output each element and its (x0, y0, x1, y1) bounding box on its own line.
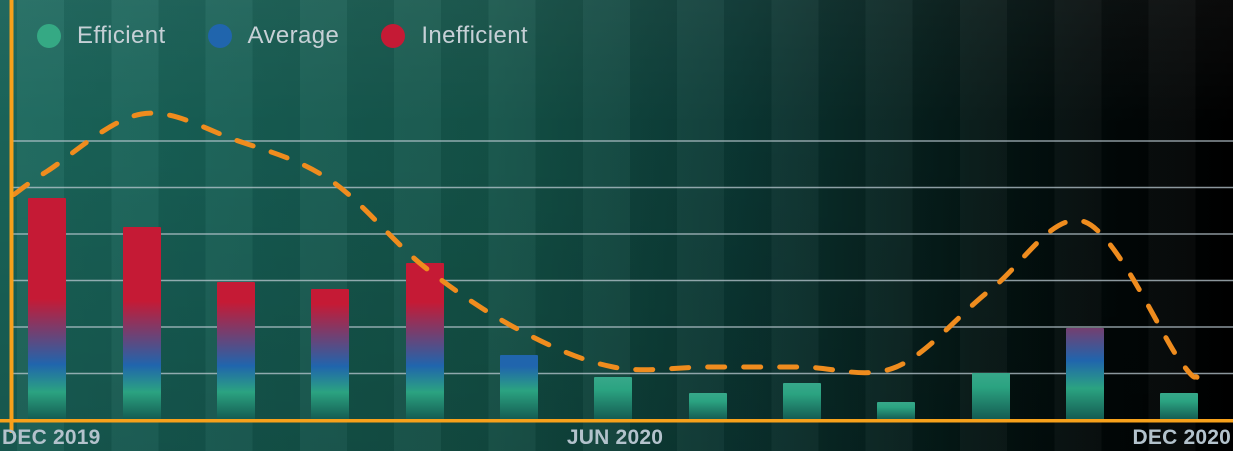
bar-oct-2020 (971, 373, 1010, 420)
legend: Efficient Average Inefficient (37, 24, 528, 48)
bar-dec-2020 (1160, 393, 1199, 420)
bar-jan-2020 (122, 227, 161, 420)
bar-sep-2020 (877, 401, 916, 420)
x-tick-jun-2020: JUN 2020 (566, 426, 664, 449)
legend-label: Efficient (77, 22, 166, 49)
bar-jun-2020 (594, 377, 633, 420)
legend-dot-icon (381, 24, 406, 48)
legend-label: Average (247, 22, 340, 49)
trend-line (11, 110, 1200, 380)
bar-apr-2020 (405, 262, 444, 420)
bar-mar-2020 (311, 288, 350, 420)
bar-may-2020 (499, 355, 538, 420)
trend-line-group (11, 110, 1200, 380)
bar-jul-2020 (688, 393, 727, 420)
legend-item-average: Average (207, 22, 340, 49)
bar-aug-2020 (782, 382, 821, 420)
legend-item-efficient: Efficient (37, 24, 166, 48)
x-tick-dec-2020: DEC 2020 (1132, 426, 1231, 449)
legend-dot-icon (207, 24, 232, 48)
legend-label: Inefficient (421, 22, 529, 49)
legend-item-inefficient: Inefficient (381, 24, 528, 48)
bar-dec-2019 (28, 198, 67, 420)
bar-nov-2020 (1065, 327, 1104, 420)
x-tick-dec-2019: DEC 2019 (2, 426, 101, 449)
bar-feb-2020 (216, 281, 255, 420)
legend-dot-icon (37, 24, 61, 48)
